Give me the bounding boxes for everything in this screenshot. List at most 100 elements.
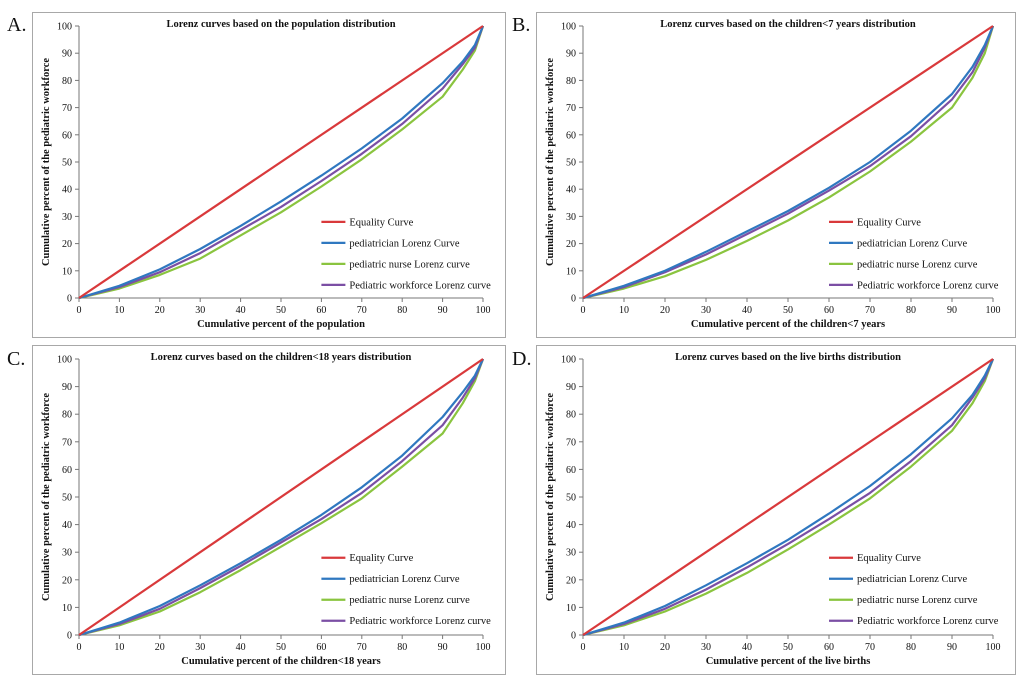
y-tick-label: 50 — [62, 493, 72, 504]
y-tick-label: 10 — [566, 603, 576, 614]
y-tick-label: 10 — [62, 266, 72, 277]
x-axis-label: Cumulative percent of the population — [197, 319, 365, 330]
series-line-pediatrician — [582, 358, 994, 637]
x-tick-label: 40 — [236, 642, 246, 653]
lorenz-chart-svg: Lorenz curves based on the live births d… — [545, 352, 1001, 667]
x-axis-label: Cumulative percent of the live births — [706, 656, 871, 667]
series-line-nurse — [78, 358, 485, 637]
series-line-pediatrician — [582, 25, 995, 300]
y-tick-label: 20 — [566, 239, 576, 250]
x-tick-label: 0 — [77, 642, 82, 653]
x-axis-label: Cumulative percent of the children<7 yea… — [691, 319, 885, 330]
x-tick-label: 30 — [195, 305, 205, 316]
y-tick-label: 50 — [62, 158, 72, 169]
x-tick-label: 40 — [742, 642, 752, 653]
legend-label-equality: Equality Curve — [857, 553, 921, 564]
chart-c: Lorenz curves based on the children<18 y… — [32, 345, 506, 675]
legend-label-nurse: pediatric nurse Lorenz curve — [349, 595, 470, 606]
series-line-equality — [78, 25, 484, 299]
legend-label-workforce: Pediatric workforce Lorenz curve — [349, 280, 491, 291]
y-tick-label: 60 — [62, 465, 72, 476]
x-tick-label: 60 — [316, 642, 326, 653]
series-line-nurse — [582, 358, 995, 637]
x-tick-label: 20 — [155, 305, 165, 316]
y-tick-label: 60 — [62, 130, 72, 141]
y-tick-label: 90 — [62, 382, 72, 393]
x-tick-label: 20 — [155, 642, 165, 653]
x-tick-label: 30 — [701, 642, 711, 653]
legend-label-pediatrician: pediatrician Lorenz Curve — [349, 574, 460, 585]
y-tick-label: 80 — [62, 410, 72, 421]
legend-label-nurse: pediatric nurse Lorenz curve — [857, 259, 978, 270]
x-tick-label: 100 — [986, 305, 1001, 316]
x-tick-label: 0 — [77, 305, 82, 316]
y-axis-label: Cumulative percent of the pediatric work… — [545, 393, 556, 601]
series-line-equality — [582, 358, 994, 636]
x-tick-label: 70 — [865, 305, 875, 316]
y-tick-label: 90 — [62, 49, 72, 60]
x-tick-label: 70 — [357, 642, 367, 653]
y-tick-label: 70 — [566, 437, 576, 448]
y-tick-label: 100 — [57, 22, 72, 33]
y-tick-label: 0 — [67, 294, 72, 305]
series-line-equality — [78, 358, 484, 636]
y-tick-label: 20 — [62, 239, 72, 250]
y-tick-label: 80 — [62, 76, 72, 87]
y-tick-label: 0 — [571, 631, 576, 642]
y-tick-label: 10 — [566, 266, 576, 277]
x-tick-label: 20 — [660, 305, 670, 316]
panel-letter-a: A. — [7, 14, 27, 36]
y-tick-label: 100 — [561, 355, 576, 366]
x-tick-label: 100 — [476, 305, 491, 316]
legend-label-pediatrician: pediatrician Lorenz Curve — [349, 238, 460, 249]
chart-title: Lorenz curves based on the population di… — [166, 19, 395, 30]
legend-label-equality: Equality Curve — [349, 553, 413, 564]
y-tick-label: 100 — [561, 22, 576, 33]
y-tick-label: 40 — [62, 185, 72, 196]
y-tick-label: 40 — [62, 520, 72, 531]
x-tick-label: 90 — [438, 305, 448, 316]
x-tick-label: 10 — [114, 642, 124, 653]
x-tick-label: 50 — [783, 305, 793, 316]
y-tick-label: 70 — [62, 103, 72, 114]
x-tick-label: 70 — [865, 642, 875, 653]
series-line-nurse — [78, 25, 485, 300]
y-axis-label: Cumulative percent of the pediatric work… — [41, 58, 52, 266]
y-tick-label: 80 — [566, 410, 576, 421]
y-tick-label: 20 — [62, 575, 72, 586]
y-tick-label: 30 — [566, 548, 576, 559]
panel-letter-d: D. — [512, 348, 532, 370]
y-tick-label: 50 — [566, 493, 576, 504]
x-tick-label: 80 — [906, 642, 916, 653]
x-tick-label: 80 — [906, 305, 916, 316]
legend-label-workforce: Pediatric workforce Lorenz curve — [857, 616, 999, 627]
x-tick-label: 50 — [276, 305, 286, 316]
chart-title: Lorenz curves based on the children<18 y… — [151, 352, 412, 363]
legend-label-nurse: pediatric nurse Lorenz curve — [857, 595, 978, 606]
x-tick-label: 60 — [824, 305, 834, 316]
series-line-pediatrician — [78, 358, 484, 637]
y-tick-label: 0 — [571, 294, 576, 305]
y-tick-label: 10 — [62, 603, 72, 614]
x-tick-label: 70 — [357, 305, 367, 316]
x-tick-label: 80 — [397, 305, 407, 316]
y-tick-label: 100 — [57, 355, 72, 366]
series-line-workforce — [78, 358, 485, 637]
y-tick-label: 0 — [67, 631, 72, 642]
series-line-workforce — [582, 25, 995, 300]
x-tick-label: 10 — [619, 642, 629, 653]
y-tick-label: 40 — [566, 185, 576, 196]
x-tick-label: 20 — [660, 642, 670, 653]
y-tick-label: 30 — [62, 548, 72, 559]
legend-label-workforce: Pediatric workforce Lorenz curve — [857, 280, 999, 291]
chart-d: Lorenz curves based on the live births d… — [536, 345, 1016, 675]
y-tick-label: 50 — [566, 158, 576, 169]
y-axis-label: Cumulative percent of the pediatric work… — [41, 393, 52, 601]
x-tick-label: 40 — [742, 305, 752, 316]
chart-a: Lorenz curves based on the population di… — [32, 12, 506, 338]
x-tick-label: 80 — [397, 642, 407, 653]
legend-label-nurse: pediatric nurse Lorenz curve — [349, 259, 470, 270]
x-tick-label: 10 — [114, 305, 124, 316]
y-tick-label: 30 — [62, 212, 72, 223]
x-tick-label: 0 — [581, 305, 586, 316]
